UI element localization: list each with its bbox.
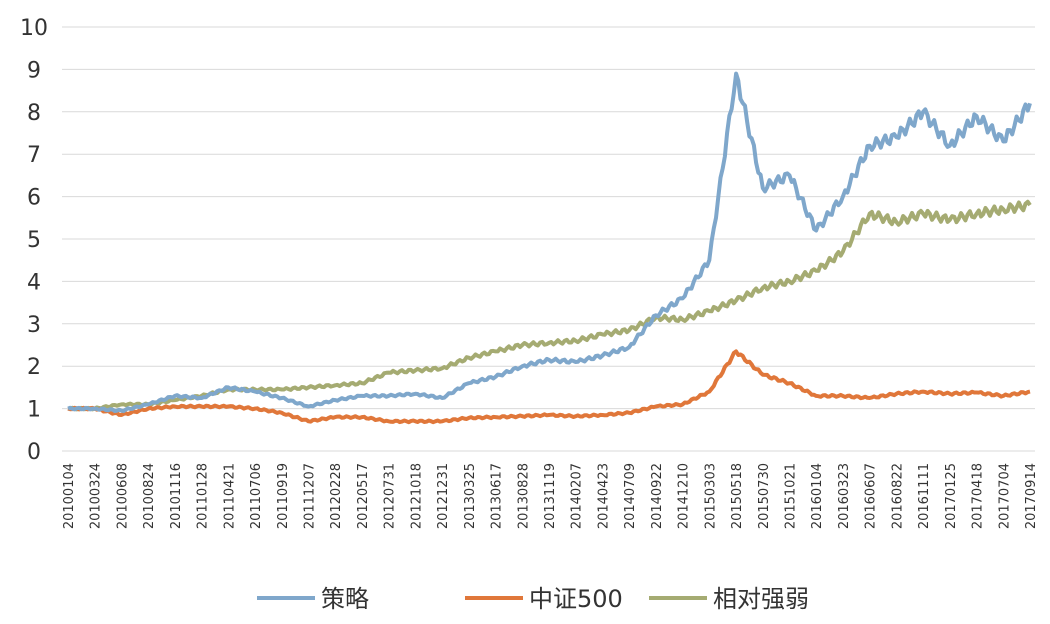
y-axis-ticks: 0 1 2 3 4 5 6 7 8 9 10	[20, 16, 48, 465]
x-tick-label: 20130325	[463, 463, 478, 529]
x-tick-label: 20111207	[303, 463, 318, 529]
x-tick-label: 20151021	[784, 463, 799, 529]
x-tick-label: 20100608	[115, 463, 130, 529]
x-tick-label: 20150730	[757, 463, 772, 529]
legend-label: 相对强弱	[713, 585, 809, 613]
y-tick-label: 1	[27, 398, 41, 423]
x-tick-label: 20160822	[890, 463, 905, 529]
gridlines	[62, 26, 1035, 452]
x-tick-label: 20101116	[169, 463, 184, 529]
x-tick-label: 20170125	[944, 463, 959, 529]
legend-label: 中证500	[529, 585, 623, 613]
x-tick-label: 20140709	[623, 463, 638, 529]
x-tick-label: 20150303	[703, 463, 718, 529]
series-line	[67, 349, 1031, 425]
y-tick-label: 9	[27, 58, 41, 83]
x-tick-label: 20160323	[837, 463, 852, 529]
x-tick-label: 20170704	[997, 463, 1012, 529]
x-tick-label: 20170418	[971, 463, 986, 529]
x-tick-label: 20121018	[409, 463, 424, 529]
y-tick-label: 0	[27, 440, 41, 465]
x-tick-label: 20110421	[222, 463, 237, 529]
x-tick-label: 20140922	[650, 463, 665, 529]
x-tick-label: 20140207	[570, 463, 585, 529]
y-tick-label: 6	[27, 186, 41, 211]
x-tick-label: 20110919	[276, 463, 291, 529]
x-tick-label: 20150518	[730, 463, 745, 529]
x-tick-label: 20121231	[436, 463, 451, 529]
y-tick-label: 7	[27, 143, 41, 168]
y-tick-label: 10	[20, 16, 48, 41]
y-tick-label: 3	[27, 313, 41, 338]
x-tick-label: 20160607	[864, 463, 879, 529]
x-tick-label: 20160104	[810, 463, 825, 529]
x-tick-label: 20130828	[516, 463, 531, 529]
x-tick-label: 20131119	[543, 463, 558, 529]
x-tick-label: 20140423	[596, 463, 611, 529]
x-tick-label: 20120731	[383, 463, 398, 529]
series-lines	[67, 71, 1032, 425]
x-tick-label: 20100104	[62, 463, 77, 529]
y-tick-label: 5	[27, 228, 41, 253]
series-line	[67, 71, 1032, 413]
y-tick-label: 2	[27, 355, 41, 380]
y-tick-label: 8	[27, 101, 41, 126]
series-line	[68, 199, 1032, 412]
x-tick-label: 20100824	[142, 463, 157, 529]
x-tick-label: 20161111	[917, 463, 932, 529]
x-tick-label: 20100324	[89, 463, 104, 529]
x-tick-label: 20120228	[329, 463, 344, 529]
y-tick-label: 4	[27, 270, 41, 295]
x-tick-label: 20170914	[1024, 463, 1039, 529]
x-tick-label: 20110128	[196, 463, 211, 529]
x-tick-label: 20130617	[490, 463, 505, 529]
x-axis-ticks: 20100104 20100324 20100608 20100824 20101116…	[62, 463, 1039, 529]
x-tick-label: 20110706	[249, 463, 264, 529]
x-tick-label: 20120517	[356, 463, 371, 529]
x-tick-label: 20141210	[677, 463, 692, 529]
legend-label: 策略	[321, 585, 369, 613]
legend: 策略 中证500 相对强弱	[257, 585, 809, 613]
